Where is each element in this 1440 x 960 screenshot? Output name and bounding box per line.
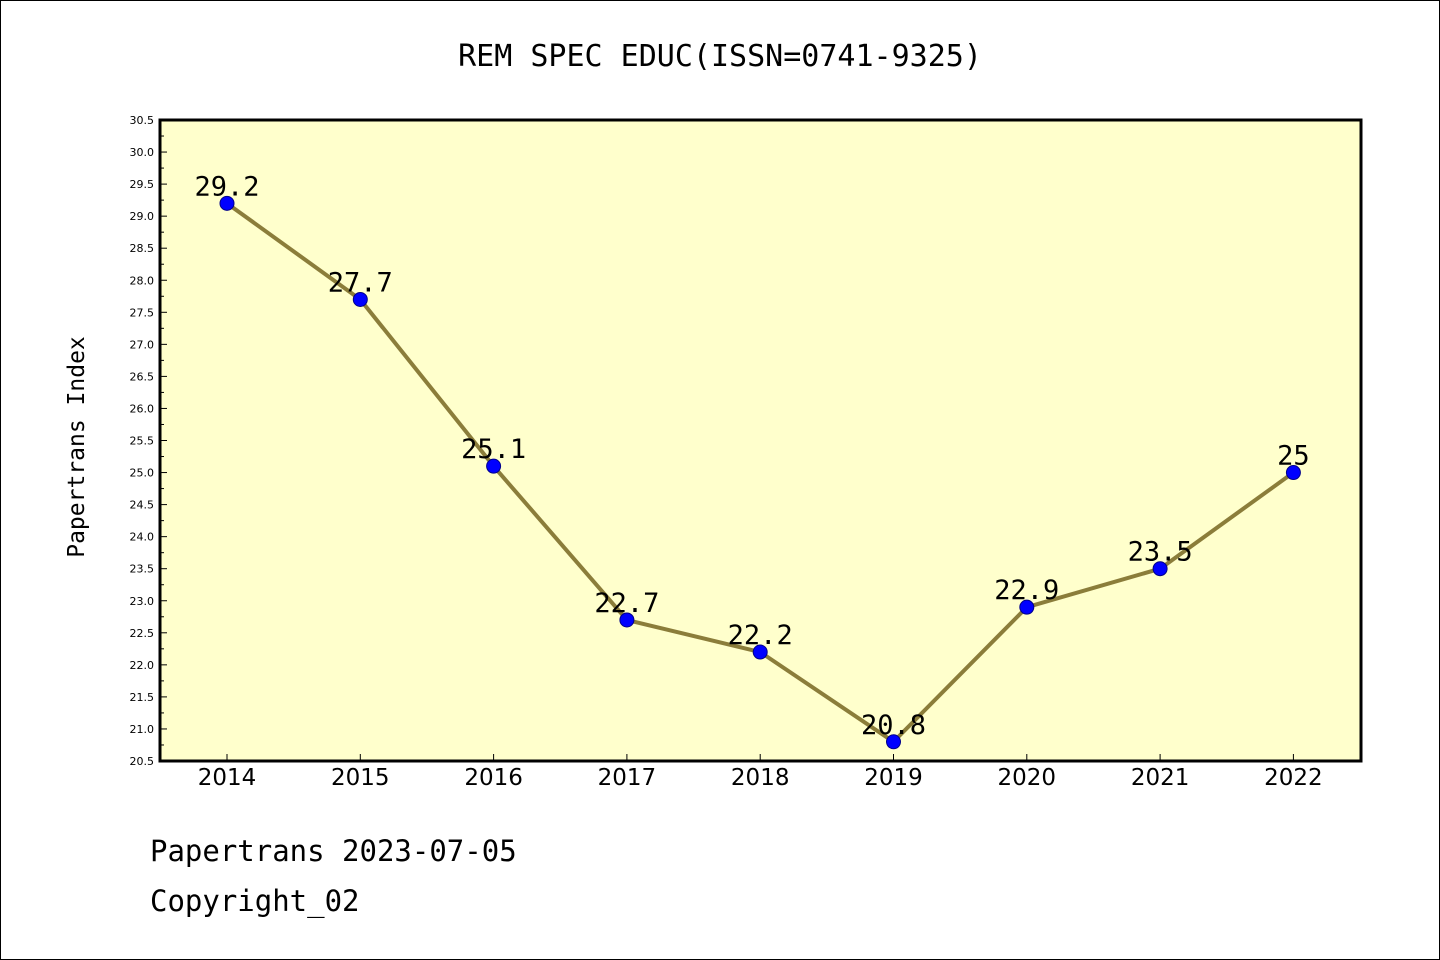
x-axis: 2014 2015 2016 2017 2018 2019 2020 2021 2022 xyxy=(198,754,1323,791)
y-tick-label: 22.0 xyxy=(130,659,155,672)
data-point xyxy=(219,195,235,211)
x-tick-label: 2017 xyxy=(598,765,657,791)
data-label: 22.7 xyxy=(594,588,659,619)
y-tick-label: 23.5 xyxy=(130,563,155,576)
y-axis: 20.5 21.0 21.5 22.0 22.5 23.0 23.5 24.0 24.5 25.0… xyxy=(130,114,167,768)
data-point xyxy=(1285,465,1301,481)
x-tick-label: 2018 xyxy=(731,765,790,791)
data-point xyxy=(1019,599,1035,615)
y-tick-label: 21.0 xyxy=(130,723,155,736)
data-label: 29.2 xyxy=(194,171,259,202)
y-tick-label: 27.5 xyxy=(130,306,155,319)
data-point xyxy=(886,734,901,750)
x-tick-label: 2022 xyxy=(1264,765,1323,791)
data-label: 22.9 xyxy=(994,575,1059,606)
y-tick-label: 26.0 xyxy=(130,402,155,415)
y-tick-label: 27.0 xyxy=(130,338,155,351)
data-point xyxy=(352,291,368,307)
y-tick-label: 20.5 xyxy=(130,755,155,768)
data-label: 23.5 xyxy=(1128,537,1193,568)
y-tick-label: 28.0 xyxy=(130,274,155,287)
y-tick-label: 28.5 xyxy=(130,242,155,255)
y-tick-label: 25.5 xyxy=(130,435,155,448)
y-tick-label: 30.0 xyxy=(130,146,155,159)
x-tick-label: 2021 xyxy=(1131,765,1190,791)
x-tick-label: 2014 xyxy=(198,765,257,791)
y-tick-label: 26.5 xyxy=(130,370,155,383)
x-tick-label: 2020 xyxy=(998,765,1057,791)
footer-copyright: Copyright_02 xyxy=(150,884,360,918)
y-tick-label: 24.5 xyxy=(130,499,155,512)
data-label: 22.2 xyxy=(728,620,793,651)
y-axis-label: Papertrans Index xyxy=(64,336,90,558)
y-tick-label: 29.5 xyxy=(130,178,155,191)
y-tick-label: 23.0 xyxy=(130,595,155,608)
y-tick-label: 24.0 xyxy=(130,531,155,544)
data-point xyxy=(752,644,768,660)
x-tick-label: 2015 xyxy=(331,765,390,791)
data-point xyxy=(486,458,502,474)
data-label: 27.7 xyxy=(328,267,393,298)
plot-area xyxy=(158,118,1363,763)
data-point xyxy=(1152,561,1168,577)
x-tick-label: 2016 xyxy=(464,765,523,791)
footer-date: Papertrans 2023-07-05 xyxy=(150,834,517,868)
y-tick-label: 21.5 xyxy=(130,691,155,704)
x-tick-label: 2019 xyxy=(864,765,923,791)
y-tick-label: 29.0 xyxy=(130,210,155,223)
y-tick-label: 25.0 xyxy=(130,467,155,480)
chart-title: REM SPEC EDUC(ISSN=0741-9325) xyxy=(458,39,982,74)
data-label: 20.8 xyxy=(861,710,926,741)
data-labels: 29.2 27.7 25.1 22.7 22.2 20.8 22.9 23.5 25 xyxy=(194,171,1309,740)
y-tick-label: 22.5 xyxy=(130,627,155,640)
data-label: 25.1 xyxy=(461,434,526,465)
data-point xyxy=(619,612,635,628)
y-tick-label: 30.5 xyxy=(130,114,155,127)
series-markers xyxy=(219,195,1301,750)
data-label: 25 xyxy=(1277,441,1310,472)
